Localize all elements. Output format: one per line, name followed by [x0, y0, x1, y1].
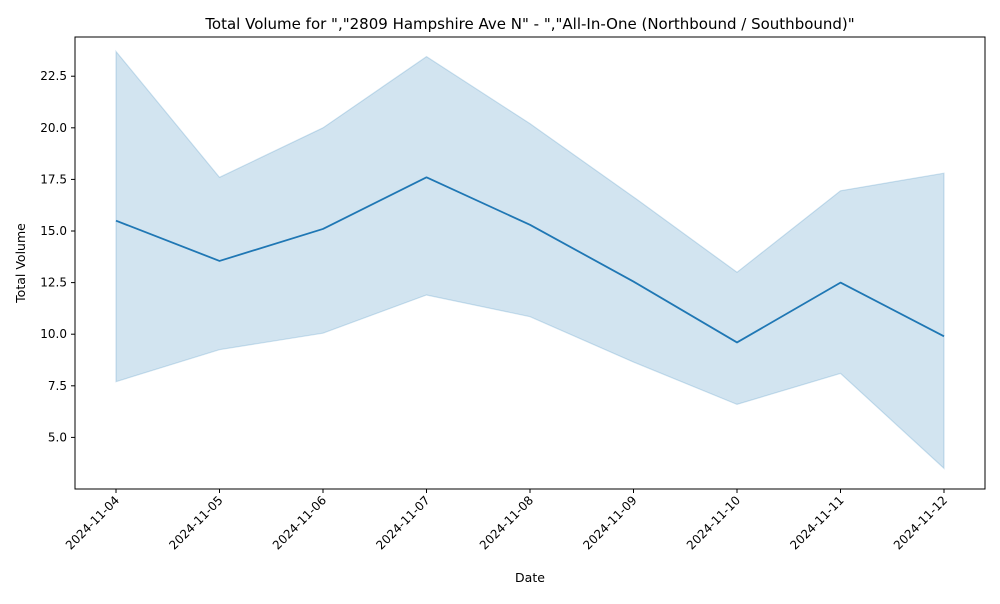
y-tick-label: 12.5 [40, 276, 67, 290]
confidence-band [115, 49, 945, 470]
y-tick-label: 10.0 [40, 327, 67, 341]
y-tick-label: 5.0 [48, 430, 67, 444]
y-tick-label: 15.0 [40, 224, 67, 238]
y-tick-label: 7.5 [48, 379, 67, 393]
y-tick-label: 17.5 [40, 172, 67, 186]
chart-title: Total Volume for ","2809 Hampshire Ave N… [204, 15, 854, 33]
x-axis-title: Date [515, 570, 545, 585]
plot-area [74, 36, 986, 490]
y-axis-title: Total Volume [13, 223, 28, 304]
y-axis: 5.0 7.5 10.0 12.5 15.0 17.5 20.0 22.5 [40, 69, 75, 444]
series-line [115, 176, 945, 344]
y-tick-label: 20.0 [40, 121, 67, 135]
y-tick-label: 22.5 [40, 69, 67, 83]
